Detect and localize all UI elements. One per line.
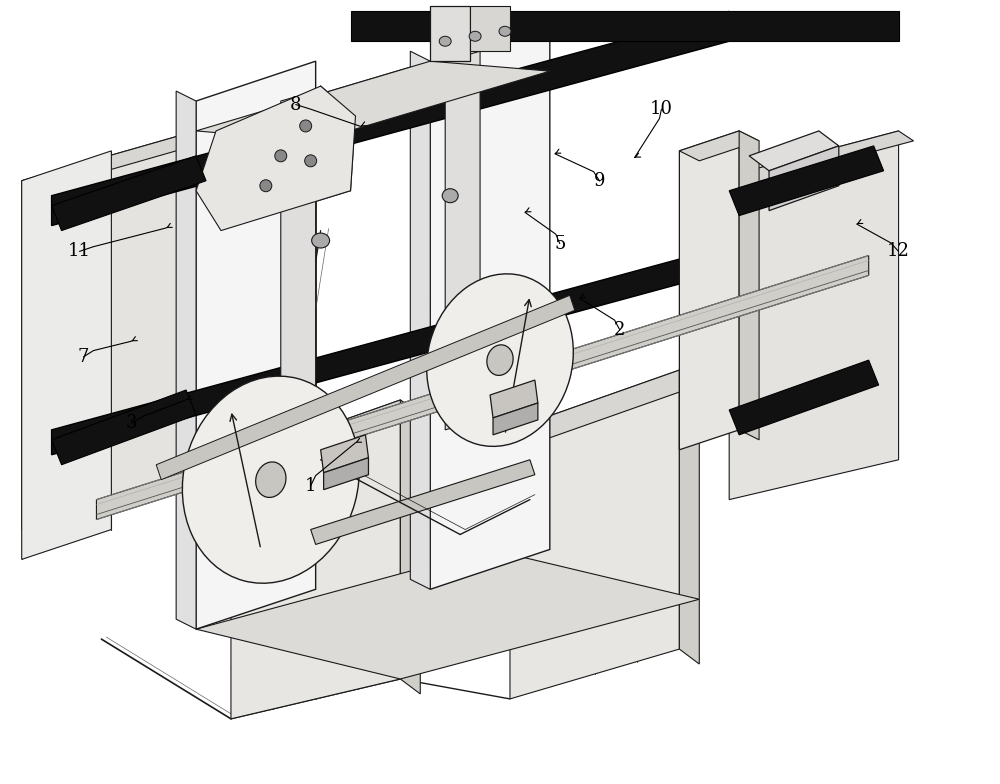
- Polygon shape: [510, 370, 699, 445]
- Text: 12: 12: [887, 242, 910, 260]
- Ellipse shape: [275, 150, 287, 162]
- Text: 2: 2: [614, 321, 625, 339]
- Polygon shape: [729, 131, 899, 499]
- Polygon shape: [739, 131, 759, 440]
- Polygon shape: [196, 86, 356, 230]
- Polygon shape: [729, 146, 884, 216]
- Polygon shape: [156, 296, 575, 480]
- Polygon shape: [321, 435, 368, 473]
- Polygon shape: [231, 400, 400, 719]
- Polygon shape: [281, 91, 316, 470]
- Polygon shape: [410, 51, 430, 590]
- Polygon shape: [510, 370, 679, 699]
- Polygon shape: [22, 131, 196, 529]
- Polygon shape: [490, 380, 538, 418]
- Ellipse shape: [487, 345, 513, 376]
- Ellipse shape: [427, 274, 573, 446]
- Polygon shape: [231, 400, 420, 474]
- Polygon shape: [445, 51, 480, 430]
- Ellipse shape: [305, 155, 317, 167]
- Polygon shape: [22, 151, 111, 560]
- Polygon shape: [22, 131, 211, 191]
- Polygon shape: [324, 458, 368, 490]
- Polygon shape: [679, 131, 739, 450]
- Polygon shape: [196, 61, 316, 629]
- Text: 11: 11: [68, 242, 91, 260]
- Polygon shape: [176, 91, 196, 629]
- Polygon shape: [196, 550, 699, 679]
- Text: 5: 5: [554, 234, 565, 252]
- Polygon shape: [769, 146, 839, 211]
- Polygon shape: [749, 131, 839, 171]
- Ellipse shape: [182, 376, 359, 583]
- Polygon shape: [430, 6, 470, 61]
- Polygon shape: [311, 459, 535, 544]
- Text: 3: 3: [126, 414, 137, 432]
- Text: 7: 7: [78, 348, 89, 366]
- Text: 8: 8: [290, 96, 301, 114]
- Polygon shape: [196, 61, 550, 141]
- Ellipse shape: [469, 31, 481, 42]
- Polygon shape: [400, 400, 420, 694]
- Polygon shape: [52, 390, 196, 465]
- Polygon shape: [493, 403, 538, 435]
- Polygon shape: [96, 256, 869, 520]
- Text: 9: 9: [594, 172, 605, 190]
- Ellipse shape: [499, 27, 511, 36]
- Polygon shape: [470, 6, 510, 51]
- Polygon shape: [679, 131, 759, 161]
- Polygon shape: [52, 245, 729, 455]
- Polygon shape: [679, 370, 699, 664]
- Polygon shape: [430, 21, 550, 590]
- Polygon shape: [52, 156, 206, 230]
- Ellipse shape: [300, 120, 312, 132]
- Polygon shape: [729, 131, 914, 186]
- Polygon shape: [351, 11, 899, 42]
- Ellipse shape: [256, 462, 286, 497]
- Text: 10: 10: [650, 100, 673, 118]
- Ellipse shape: [439, 36, 451, 46]
- Text: 1: 1: [305, 477, 316, 495]
- Ellipse shape: [442, 189, 458, 203]
- Polygon shape: [729, 360, 879, 435]
- Ellipse shape: [312, 233, 330, 248]
- Ellipse shape: [260, 180, 272, 192]
- Polygon shape: [52, 11, 729, 226]
